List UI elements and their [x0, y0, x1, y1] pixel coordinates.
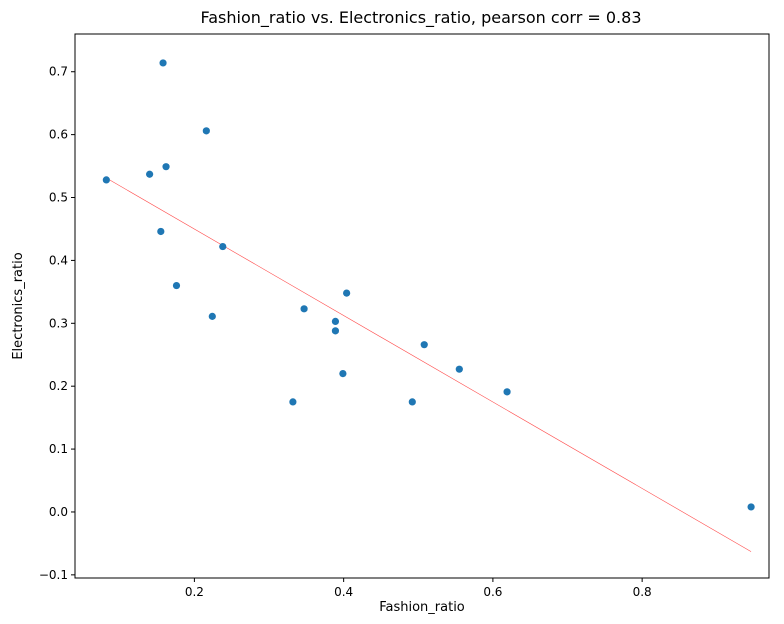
data-point — [747, 503, 755, 511]
y-tick-label: 0.6 — [49, 128, 68, 142]
y-tick-label: 0.1 — [49, 442, 68, 456]
data-point — [162, 163, 170, 171]
data-point — [408, 398, 416, 406]
data-point — [172, 281, 181, 290]
y-tick-label: 0.7 — [49, 65, 68, 79]
y-tick-label: −0.1 — [39, 568, 68, 582]
x-tick-label: 0.8 — [633, 585, 652, 599]
data-point — [331, 317, 340, 326]
data-points — [102, 59, 755, 511]
trendline — [106, 177, 752, 552]
data-point — [289, 398, 297, 406]
data-point — [157, 227, 165, 236]
data-point — [300, 305, 308, 313]
data-point — [102, 176, 110, 184]
data-point — [159, 59, 167, 67]
y-tick-label: 0.0 — [49, 505, 68, 519]
chart-title: Fashion_ratio vs. Electronics_ratio, pea… — [200, 8, 641, 28]
y-tick-label: 0.3 — [49, 316, 68, 330]
data-point — [420, 341, 428, 349]
data-point — [343, 289, 351, 297]
data-point — [503, 388, 511, 396]
data-point — [146, 170, 154, 178]
data-point — [208, 312, 216, 320]
y-tick-label: 0.5 — [49, 191, 68, 205]
data-point — [331, 327, 340, 335]
x-axis: 0.2 0.4 0.6 0.8 — [185, 578, 652, 599]
data-point — [219, 242, 227, 251]
y-tick-label: 0.2 — [49, 379, 68, 393]
plot-frame — [74, 33, 770, 579]
x-tick-label: 0.6 — [483, 585, 502, 599]
x-tick-label: 0.4 — [334, 585, 353, 599]
data-point — [339, 370, 347, 378]
x-axis-label: Fashion_ratio — [379, 600, 465, 615]
data-point — [455, 365, 463, 373]
data-point — [202, 127, 210, 135]
plot-area — [75, 34, 769, 578]
y-axis-label: Electronics_ratio — [11, 252, 26, 359]
x-tick-label: 0.2 — [185, 585, 204, 599]
y-tick-label: 0.4 — [49, 253, 68, 267]
y-axis: −0.1 0.0 0.1 0.2 0.3 0.4 0.5 0.6 0.7 — [39, 65, 75, 582]
